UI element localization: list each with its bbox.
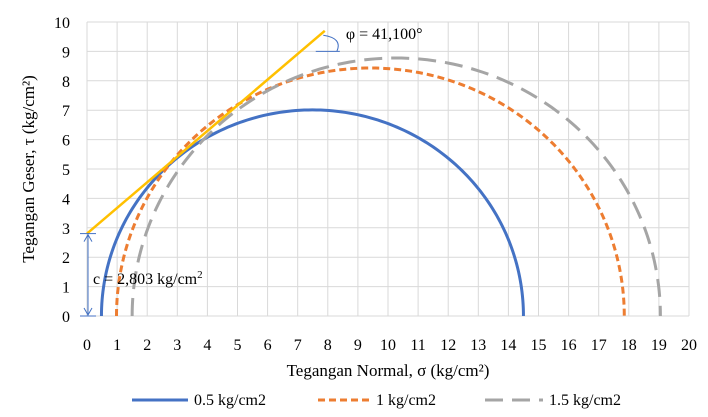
mohr-circle-series [130,56,662,317]
phi-angle-arc [323,34,339,52]
x-tick-label: 20 [681,337,697,354]
y-tick-label: 10 [54,15,70,32]
legend-label: 1.5 kg/cm2 [549,392,621,409]
x-tick-label: 17 [591,337,607,354]
x-tick-label: 2 [143,337,151,354]
y-tick-label: 9 [62,44,70,61]
y-tick-label: 3 [62,221,70,238]
legend-label: 1 kg/cm2 [376,392,436,409]
x-tick-label: 8 [324,337,332,354]
x-tick-labels: 0 1 2 3 4 5 6 7 8 9 10 11 12 13 14 15 16 17 18 19 20 [83,337,697,354]
x-tick-label: 16 [561,337,577,354]
x-tick-label: 14 [500,337,516,354]
x-tick-label: 19 [651,337,667,354]
y-tick-label: 5 [62,162,70,179]
x-tick-label: 3 [173,337,181,354]
y-tick-label: 4 [62,191,70,208]
x-tick-label: 7 [294,337,302,354]
mohr-circle-series [99,108,525,317]
legend-label: 0.5 kg/cm2 [194,392,266,409]
x-tick-label: 0 [83,337,91,354]
y-tick-label: 2 [62,250,70,267]
x-tick-label: 4 [203,337,211,354]
y-tick-label: 7 [62,103,70,120]
y-tick-labels: 0 1 2 3 4 5 6 7 8 9 10 [54,15,70,326]
x-tick-label: 9 [354,337,362,354]
cohesion-arrow-head-top [83,233,93,242]
legend: 0.5 kg/cm2 1 kg/cm2 1.5 kg/cm2 [132,392,621,409]
x-tick-label: 11 [410,337,425,354]
cohesion-label: c = 2,803 kg/cm2 [93,269,203,288]
x-tick-label: 1 [113,337,121,354]
y-tick-label: 0 [62,309,70,326]
failure-envelope-line [86,29,326,235]
phi-label: φ = 41,100° [346,26,423,43]
x-tick-label: 5 [234,337,242,354]
y-tick-label: 6 [62,133,70,150]
x-tick-label: 12 [440,337,456,354]
x-tick-label: 10 [380,337,396,354]
x-tick-label: 13 [470,337,486,354]
y-tick-label: 1 [62,280,70,297]
series-layer [99,56,662,317]
x-tick-label: 18 [621,337,637,354]
x-tick-label: 15 [531,337,547,354]
x-axis-title: Tegangan Normal, σ (kg/cm²) [287,361,490,380]
cohesion-arrow-head-bottom [83,307,93,317]
y-tick-label: 8 [62,74,70,91]
y-axis-title: Tegangan Geser, τ (kg/cm²) [19,75,38,263]
x-tick-label: 6 [264,337,272,354]
